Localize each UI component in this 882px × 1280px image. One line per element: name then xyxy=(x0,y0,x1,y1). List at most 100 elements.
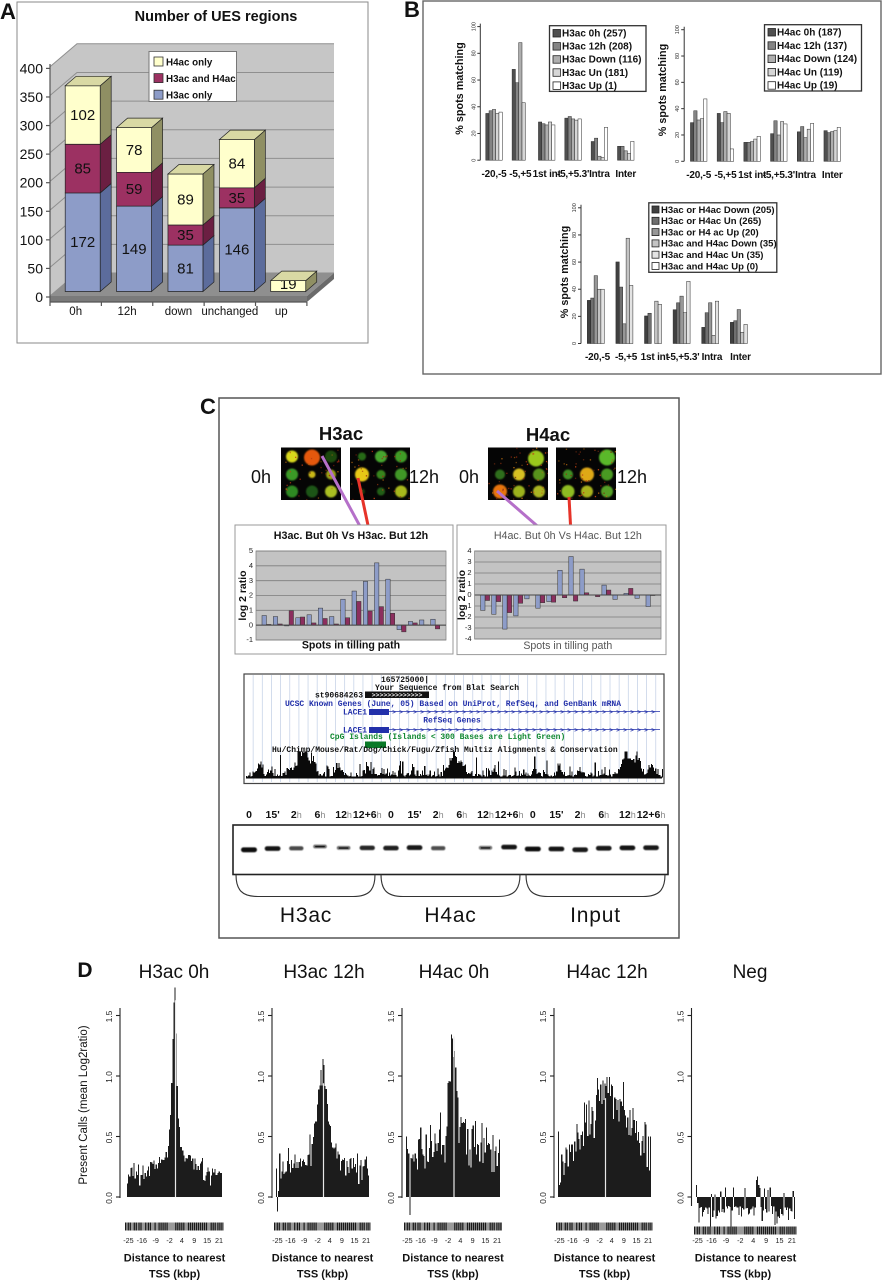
svg-text:H4ac 0h (187): H4ac 0h (187) xyxy=(777,28,841,39)
svg-text:-9: -9 xyxy=(583,1236,589,1245)
svg-text:log 2 ratio: log 2 ratio xyxy=(456,570,468,620)
svg-text:0.0: 0.0 xyxy=(538,1192,548,1204)
svg-text:0: 0 xyxy=(675,160,681,163)
svg-text:D: D xyxy=(77,959,92,982)
svg-text:TSS (kbp): TSS (kbp) xyxy=(427,1269,479,1280)
svg-text:>: > xyxy=(616,727,620,734)
svg-text:1.0: 1.0 xyxy=(676,1071,686,1083)
svg-text:0.5: 0.5 xyxy=(104,1131,114,1143)
svg-text:15': 15' xyxy=(549,809,563,821)
svg-text:>: > xyxy=(455,727,459,734)
svg-text:15: 15 xyxy=(481,1236,489,1245)
svg-text:-1: -1 xyxy=(465,601,472,610)
svg-text:>: > xyxy=(630,709,634,716)
svg-text:>: > xyxy=(427,727,431,734)
svg-text:LACE1: LACE1 xyxy=(343,727,367,736)
svg-text:1.0: 1.0 xyxy=(538,1071,548,1083)
svg-text:40: 40 xyxy=(471,104,477,110)
svg-text:0h: 0h xyxy=(459,467,479,487)
svg-text:C: C xyxy=(200,394,216,419)
svg-text:15': 15' xyxy=(266,809,280,821)
svg-text:Your Sequence from Blat Search: Your Sequence from Blat Search xyxy=(375,684,519,693)
svg-text:0.5: 0.5 xyxy=(676,1131,686,1143)
svg-text:4: 4 xyxy=(458,1236,462,1245)
svg-text:>: > xyxy=(588,727,592,734)
svg-text:>: > xyxy=(483,709,487,716)
svg-text:1st int: 1st int xyxy=(641,352,670,363)
svg-text:12+6h: 12+6h xyxy=(637,809,666,821)
svg-text:>: > xyxy=(434,709,438,716)
svg-text:-5,+5.3': -5,+5.3' xyxy=(557,169,589,180)
svg-text:5: 5 xyxy=(249,546,253,555)
svg-text:>: > xyxy=(511,727,515,734)
svg-text:40: 40 xyxy=(675,106,681,112)
svg-text:H3ac and H4ac Up (0): H3ac and H4ac Up (0) xyxy=(661,261,758,272)
svg-text:21: 21 xyxy=(362,1236,370,1245)
svg-text:-9: -9 xyxy=(431,1236,437,1245)
svg-text:80: 80 xyxy=(471,50,477,56)
svg-text:-25: -25 xyxy=(402,1236,412,1245)
svg-text:H3ac and H4ac: H3ac and H4ac xyxy=(166,74,236,85)
svg-text:>: > xyxy=(630,727,634,734)
svg-text:>: > xyxy=(623,709,627,716)
svg-text:>: > xyxy=(525,727,529,734)
svg-text:RefSeq Genes: RefSeq Genes xyxy=(423,717,481,726)
svg-text:>: > xyxy=(462,709,466,716)
svg-text:0: 0 xyxy=(467,590,471,599)
svg-text:1.5: 1.5 xyxy=(256,1010,266,1022)
svg-text:0.0: 0.0 xyxy=(104,1192,114,1204)
svg-text:% spots matching: % spots matching xyxy=(559,226,571,318)
svg-text:-16: -16 xyxy=(567,1236,577,1245)
svg-text:300: 300 xyxy=(20,118,44,134)
svg-text:80: 80 xyxy=(572,232,578,238)
svg-text:>: > xyxy=(490,709,494,716)
svg-text:H4ac 12h: H4ac 12h xyxy=(566,962,647,983)
svg-text:-16: -16 xyxy=(415,1236,425,1245)
svg-text:-5,+5.3': -5,+5.3' xyxy=(667,352,699,363)
svg-text:UCSC Known Genes (June, 05) Ba: UCSC Known Genes (June, 05) Based on Uni… xyxy=(285,700,621,709)
svg-text:H3ac or H4ac Un (265): H3ac or H4ac Un (265) xyxy=(661,216,761,227)
svg-text:12h: 12h xyxy=(335,809,352,821)
svg-text:15: 15 xyxy=(775,1236,783,1245)
svg-text:0.5: 0.5 xyxy=(538,1131,548,1143)
svg-text:2: 2 xyxy=(467,568,471,577)
svg-text:-2: -2 xyxy=(596,1236,602,1245)
svg-text:1: 1 xyxy=(249,606,253,615)
svg-text:Intra: Intra xyxy=(795,170,816,181)
svg-text:21: 21 xyxy=(788,1236,796,1245)
svg-text:21: 21 xyxy=(644,1236,652,1245)
svg-text:>: > xyxy=(462,727,466,734)
svg-text:H4ac Down (124): H4ac Down (124) xyxy=(777,54,857,65)
svg-text:-2: -2 xyxy=(445,1236,451,1245)
svg-text:4: 4 xyxy=(610,1236,614,1245)
svg-text:H3ac 0h (257): H3ac 0h (257) xyxy=(562,29,626,40)
svg-text:>: > xyxy=(469,727,473,734)
svg-text:H3ac: H3ac xyxy=(280,904,332,927)
svg-text:>: > xyxy=(574,709,578,716)
svg-text:H3ac Un (181): H3ac Un (181) xyxy=(562,68,628,79)
svg-text:-16: -16 xyxy=(137,1236,147,1245)
svg-text:>: > xyxy=(546,727,550,734)
svg-text:>: > xyxy=(392,727,396,734)
svg-text:15: 15 xyxy=(203,1236,211,1245)
svg-text:78: 78 xyxy=(126,142,143,159)
svg-text:80: 80 xyxy=(675,53,681,59)
svg-text:>: > xyxy=(413,709,417,716)
svg-text:H3ac or H4ac Down (205): H3ac or H4ac Down (205) xyxy=(661,205,775,216)
svg-text:>: > xyxy=(539,727,543,734)
svg-text:21: 21 xyxy=(215,1236,223,1245)
svg-text:>: > xyxy=(651,727,655,734)
svg-text:9: 9 xyxy=(192,1236,196,1245)
svg-text:st90684263: st90684263 xyxy=(315,692,363,701)
svg-text:6h: 6h xyxy=(598,809,609,821)
svg-text:-25: -25 xyxy=(554,1236,564,1245)
svg-text:H4ac Up (19): H4ac Up (19) xyxy=(777,81,838,92)
svg-text:-20,-5: -20,-5 xyxy=(686,170,712,181)
svg-text:-5,+5: -5,+5 xyxy=(714,170,737,181)
svg-text:2h: 2h xyxy=(291,809,302,821)
svg-text:172: 172 xyxy=(70,234,95,251)
svg-text:H4ac: H4ac xyxy=(424,904,476,927)
svg-text:0: 0 xyxy=(530,809,536,821)
svg-text:0: 0 xyxy=(246,809,252,821)
svg-text:A: A xyxy=(0,0,16,24)
